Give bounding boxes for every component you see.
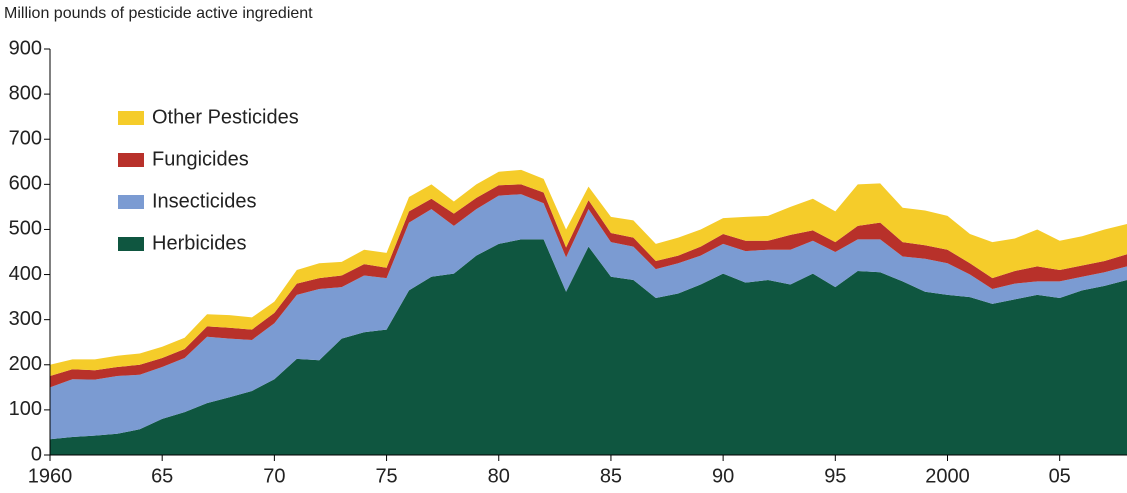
legend-label: Other Pesticides (152, 106, 299, 128)
y-tick-label: 500 (9, 218, 42, 240)
y-tick-label: 900 (9, 37, 42, 59)
y-tick-label: 300 (9, 308, 42, 330)
x-tick-label: 80 (488, 465, 510, 487)
y-tick-label: 200 (9, 353, 42, 375)
x-tick-label: 05 (1049, 465, 1071, 487)
legend-label: Insecticides (152, 190, 257, 212)
y-axis-label: Million pounds of pesticide active ingre… (4, 5, 313, 22)
legend-label: Herbicides (152, 232, 246, 254)
legend-swatch (118, 195, 144, 209)
y-tick-label: 600 (9, 173, 42, 195)
legend-label: Fungicides (152, 148, 249, 170)
area (50, 184, 1127, 388)
y-tick-label: 700 (9, 128, 42, 150)
x-tick-label: 90 (712, 465, 734, 487)
legend-swatch (118, 237, 144, 251)
x-tick-label: 70 (263, 465, 285, 487)
area (50, 194, 1127, 440)
x-tick-label: 1960 (28, 465, 73, 487)
x-tick-label: 2000 (925, 465, 970, 487)
y-tick-label: 800 (9, 82, 42, 104)
x-tick-label: 95 (824, 465, 846, 487)
area (50, 239, 1127, 455)
y-tick-label: 100 (9, 398, 42, 420)
y-tick-label: 0 (31, 443, 42, 465)
x-tick-label: 65 (151, 465, 173, 487)
area (50, 169, 1127, 377)
legend-swatch (118, 111, 144, 125)
legend-swatch (118, 153, 144, 167)
x-tick-label: 75 (375, 465, 397, 487)
x-tick-label: 85 (600, 465, 622, 487)
y-tick-label: 400 (9, 263, 42, 285)
